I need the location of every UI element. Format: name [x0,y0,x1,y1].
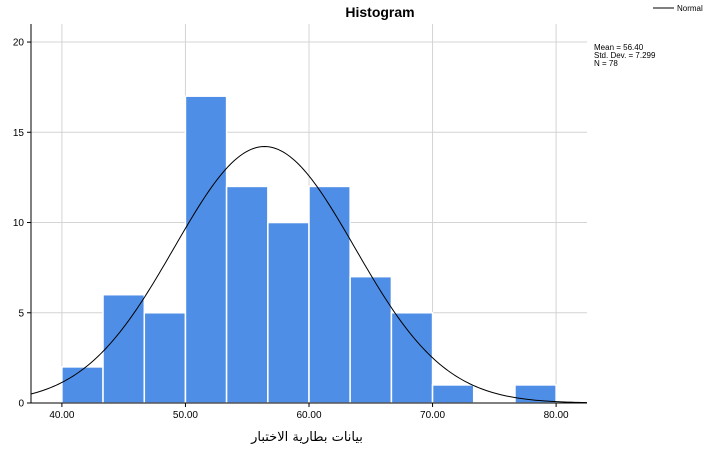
y-tick-label-0: 0 [18,399,24,410]
x-tick-label-4: 80.00 [544,410,569,421]
legend-normal-label: Normal [677,4,703,13]
y-tick-label-3: 15 [13,128,25,139]
histogram-bar-1 [103,295,144,403]
histogram-bar-0 [62,367,103,403]
histogram-bar-3 [185,96,226,403]
histogram-bar-5 [268,223,309,403]
chart-title: Histogram [345,4,414,20]
x-axis-label: بيانات بطارية الاختبار [250,430,363,445]
x-tick-label-1: 50.00 [173,410,198,421]
histogram-bar-6 [309,186,350,403]
x-tick-label-2: 60.00 [296,410,321,421]
histogram-bar-8 [391,313,432,403]
histogram-bar-9 [433,385,474,403]
y-tick-label-4: 20 [13,38,25,49]
y-tick-label-1: 5 [18,308,24,319]
y-tick-label-2: 10 [13,218,25,229]
histogram-bar-4 [227,186,268,403]
x-tick-label-3: 70.00 [420,410,445,421]
histogram-bar-2 [144,313,185,403]
stat-line-2: N = 78 [594,59,618,68]
histogram-bar-7 [350,277,391,403]
x-tick-label-0: 40.00 [49,410,74,421]
